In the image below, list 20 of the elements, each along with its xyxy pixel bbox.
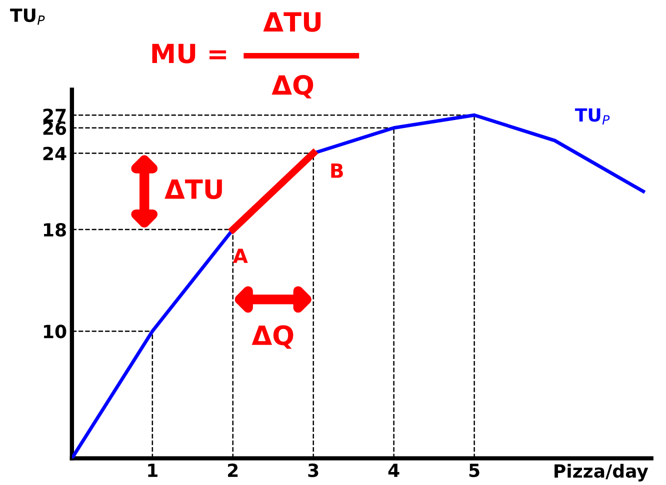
x-tick-label: 1 [148,464,158,477]
y-tick-label: 27 [43,108,66,122]
x-tick-label: 5 [469,464,480,478]
annotation: ΔTU [164,179,222,200]
series-label: TU$_{P}$ [574,108,610,124]
y-axis-title: TU$_{P}$ [10,8,45,25]
annotation: A [232,248,248,263]
annotation: ΔQ [272,74,314,98]
x-tick-label: 3 [308,464,318,478]
y-tick-label: 18 [44,223,66,237]
text: MU = [152,44,226,64]
x-tick-label: 2 [228,464,238,477]
x-tick-label: 4 [388,464,400,477]
annotation: B [331,164,343,178]
y-tick-label: 26 [43,121,66,135]
y-tick-label: 24 [43,146,66,160]
text: ΔTU [263,12,321,32]
x-axis-title: Pizza/day [554,464,648,482]
y-tick-label: 10 [44,324,66,338]
annotation: ΔQ [252,325,294,349]
